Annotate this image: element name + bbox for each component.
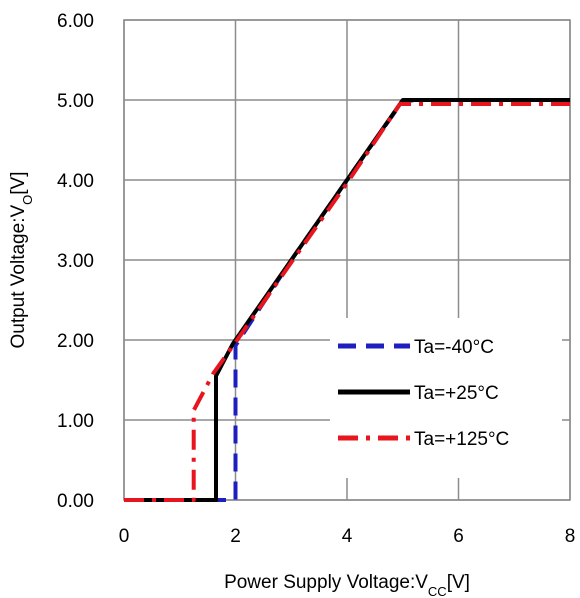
x-axis-label-unit: [V] (447, 572, 470, 593)
legend-label-0: Ta=-40°C (414, 337, 494, 358)
x-axis-label-main: Power Supply Voltage:V (224, 572, 428, 593)
y-tick-label: 4.00 (57, 171, 94, 192)
plot-frame (123, 19, 571, 501)
y-axis-ticks: 0.00 1.00 2.00 3.00 4.00 5.00 6.00 (57, 11, 94, 512)
x-tick-label: 2 (230, 526, 241, 547)
series-layer (124, 98, 570, 502)
legend: Ta=-40°C Ta=+25°C Ta=+125°C (330, 318, 562, 478)
y-axis-label-sub: O (20, 195, 35, 205)
y-tick-label: 2.00 (57, 331, 94, 352)
x-axis-label-sub: CC (428, 584, 447, 598)
y-tick-label: 5.00 (57, 91, 94, 112)
x-tick-label: 8 (565, 526, 576, 547)
y-tick-label: 6.00 (57, 11, 94, 32)
legend-label-2: Ta=+125°C (414, 429, 509, 450)
x-axis-label: Power Supply Voltage:VCC[V] (224, 572, 470, 598)
y-tick-label: 0.00 (57, 491, 94, 512)
x-axis-ticks: 0 2 4 6 8 (119, 526, 576, 547)
x-tick-label: 6 (453, 526, 464, 547)
y-axis-label: Output Voltage:VO[V] (8, 171, 35, 348)
y-axis-label-unit: [V] (8, 171, 29, 194)
y-axis-label-main: Output Voltage:V (8, 205, 29, 349)
y-tick-label: 3.00 (57, 251, 94, 272)
y-tick-label: 1.00 (57, 411, 94, 432)
legend-label-1: Ta=+25°C (414, 383, 499, 404)
x-tick-label: 4 (342, 526, 353, 547)
series-line-2 (124, 102, 570, 502)
x-tick-label: 0 (119, 526, 130, 547)
